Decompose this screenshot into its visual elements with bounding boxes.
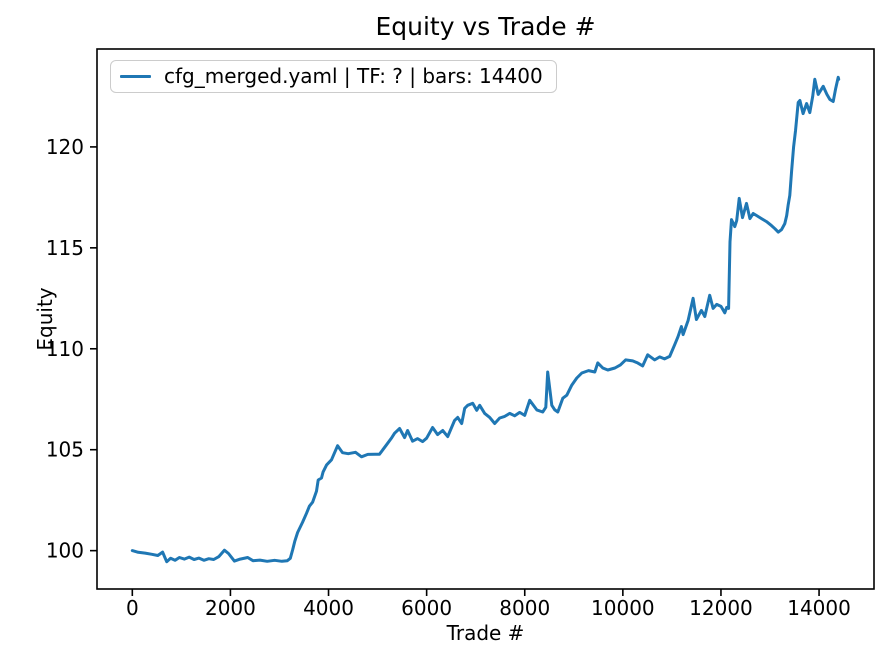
- y-axis-label: Equity: [33, 287, 57, 351]
- x-tick-label: 4000: [303, 596, 354, 620]
- legend: cfg_merged.yaml | TF: ? | bars: 14400: [110, 60, 557, 93]
- equity-line-series: [130, 75, 841, 564]
- x-tick-label: 14000: [787, 596, 851, 620]
- y-tick-label: 105: [46, 438, 84, 462]
- x-tick-label: 0: [126, 596, 139, 620]
- y-tick-label: 120: [46, 135, 84, 159]
- x-axis-ticks: 0 2000 4000 6000 8000 10000 12000 14000: [126, 589, 851, 620]
- y-tick-label: 115: [46, 236, 84, 260]
- y-tick-label: 110: [46, 337, 84, 361]
- x-tick-label: 2000: [205, 596, 256, 620]
- y-axis-ticks: 100 105 110 115 120: [46, 135, 97, 563]
- x-tick-label: 8000: [499, 596, 550, 620]
- y-tick-label: 100: [46, 539, 84, 563]
- x-tick-label: 12000: [689, 596, 753, 620]
- plot-border: [96, 48, 875, 590]
- x-axis-label: Trade #: [446, 621, 525, 645]
- x-tick-label: 10000: [591, 596, 655, 620]
- x-tick-label: 6000: [401, 596, 452, 620]
- legend-line-sample-icon: [120, 75, 151, 78]
- chart-title: Equity vs Trade #: [375, 12, 596, 41]
- legend-series-label: cfg_merged.yaml | TF: ? | bars: 14400: [164, 64, 543, 88]
